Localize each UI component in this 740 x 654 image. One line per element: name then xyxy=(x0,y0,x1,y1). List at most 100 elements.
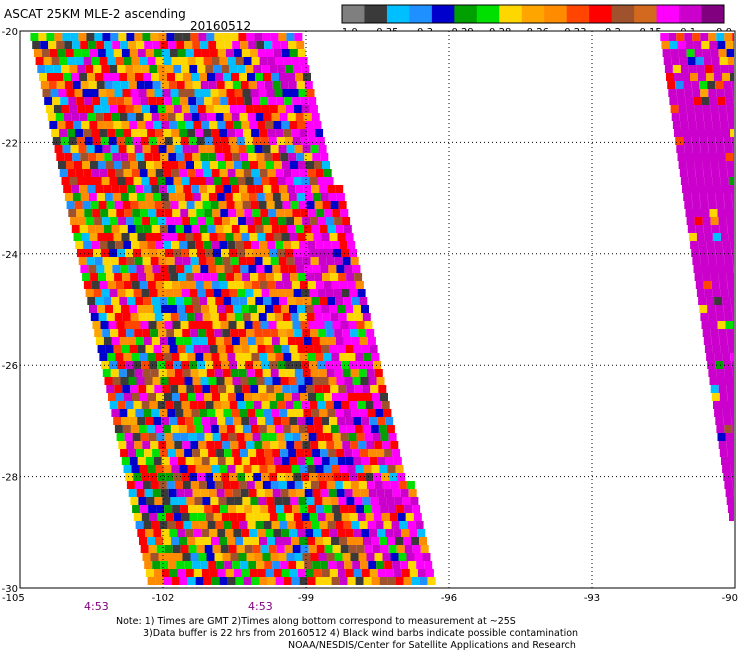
swath-cell xyxy=(141,433,149,441)
swath-cell xyxy=(187,201,195,209)
swath-cell xyxy=(410,497,418,505)
swath-cell xyxy=(84,97,92,105)
swath-cell xyxy=(160,449,168,457)
swath-cell xyxy=(689,177,697,185)
swath-cell xyxy=(719,329,727,337)
swath-cell xyxy=(114,345,122,353)
swath-cell xyxy=(204,465,212,473)
swath-cell xyxy=(229,361,237,369)
swath-cell xyxy=(244,209,252,217)
swath-cell xyxy=(371,353,379,361)
swath-cell xyxy=(168,265,176,273)
swath-cell xyxy=(332,281,340,289)
swath-cell xyxy=(194,233,202,241)
swath-cell xyxy=(270,33,278,41)
swath-cell xyxy=(264,153,272,161)
swath-cell xyxy=(106,49,114,57)
swath-cell xyxy=(200,337,208,345)
swath-cell xyxy=(339,313,347,321)
swath-cell xyxy=(183,145,191,153)
swath-cell xyxy=(370,457,378,465)
swath-cell xyxy=(62,33,70,41)
swath-cell xyxy=(703,217,711,225)
swath-cell xyxy=(114,161,122,169)
swath-cell xyxy=(673,121,681,129)
swath-cell xyxy=(119,409,127,417)
swath-cell xyxy=(386,497,394,505)
swath-cell xyxy=(153,305,161,313)
swath-cell xyxy=(262,401,270,409)
swath-cell xyxy=(234,385,242,393)
swath-cell xyxy=(731,193,734,201)
swath-cell xyxy=(182,401,190,409)
swath-cell xyxy=(193,81,201,89)
swath-cell xyxy=(185,377,193,385)
swath-cell xyxy=(239,481,247,489)
swath-cell xyxy=(729,513,734,521)
swath-cell xyxy=(149,137,157,145)
swath-cell xyxy=(355,353,363,361)
swath-cell xyxy=(231,553,239,561)
swath-cell xyxy=(170,345,178,353)
swath-cell xyxy=(145,417,153,425)
swath-cell xyxy=(215,409,223,417)
swath-cell xyxy=(269,545,277,553)
swath-cell xyxy=(298,569,306,577)
swath-cell xyxy=(260,505,268,513)
swath-cell xyxy=(243,241,251,249)
swath-cell xyxy=(424,561,432,569)
swath-cell xyxy=(352,561,360,569)
swath-cell xyxy=(124,393,132,401)
swath-cell xyxy=(356,465,364,473)
swath-cell xyxy=(383,553,391,561)
swath-cell xyxy=(167,369,175,377)
swath-cell xyxy=(697,177,705,185)
swath-cell xyxy=(168,225,176,233)
swath-cell xyxy=(133,361,141,369)
swath-cell xyxy=(661,41,669,49)
swath-cell xyxy=(308,169,316,177)
swath-cell xyxy=(293,321,301,329)
swath-cell xyxy=(130,49,138,57)
swath-cell xyxy=(274,457,282,465)
swath-cell xyxy=(243,353,251,361)
swath-cell xyxy=(200,41,208,49)
swath-cell xyxy=(261,433,269,441)
swath-cell xyxy=(132,505,140,513)
swath-cell xyxy=(175,73,183,81)
swath-cell xyxy=(232,41,240,49)
swath-cell xyxy=(727,49,734,57)
swath-cell xyxy=(241,305,249,313)
swath-cell xyxy=(160,561,168,569)
swath-cell xyxy=(674,73,682,81)
swath-cell xyxy=(105,121,113,129)
swath-cell xyxy=(197,249,205,257)
swath-cell xyxy=(171,537,179,545)
swath-cell xyxy=(726,433,734,441)
swath-cell xyxy=(79,185,87,193)
swath-cell xyxy=(175,297,183,305)
swath-cell xyxy=(358,329,366,337)
swath-cell xyxy=(255,297,263,305)
swath-cell xyxy=(44,97,52,105)
swath-cell xyxy=(151,409,159,417)
swath-cell xyxy=(722,409,730,417)
swath-cell xyxy=(183,257,191,265)
swath-cell xyxy=(98,345,106,353)
swath-cell xyxy=(190,289,198,297)
swath-cell xyxy=(226,569,234,577)
swath-cell xyxy=(269,433,277,441)
swath-cell xyxy=(192,41,200,49)
swath-cell xyxy=(85,249,93,257)
swath-cell xyxy=(690,185,698,193)
swath-cell xyxy=(322,233,330,241)
swath-cell xyxy=(94,217,102,225)
swath-cell xyxy=(248,41,256,49)
swath-cell xyxy=(316,169,324,177)
swath-cell xyxy=(311,297,319,305)
swath-cell xyxy=(181,321,189,329)
swath-cell xyxy=(326,289,334,297)
swath-cell xyxy=(317,137,325,145)
swath-cell xyxy=(276,281,284,289)
swath-cell xyxy=(103,73,111,81)
